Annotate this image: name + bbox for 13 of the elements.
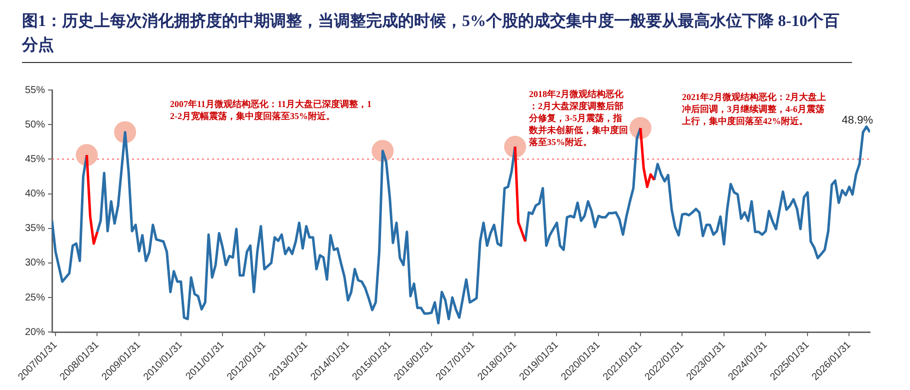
y-tick-label: 25%	[25, 292, 46, 304]
y-tick-label: 35%	[25, 223, 46, 234]
y-tick-label: 20%	[25, 326, 46, 338]
annotation: 2018年2月微观结构恶化：2月大盘深度调整后部分修复，3-5月震荡，指数并未创新低，集中度回落至35%附近。	[528, 88, 628, 147]
chart-title: 图1：历史上每次消化拥挤度的中期调整，当调整完成的时候，5%个股的成交集中度一般要从最高水位下降 8-10个百分点	[22, 10, 852, 63]
y-tick-label: 45%	[25, 154, 46, 165]
y-tick-label: 40%	[25, 188, 46, 200]
annotation: 2007年11月微观结构恶化：11月大盘已深度调整，12-2月宽幅震荡，集中度回落至35%附近。	[170, 98, 372, 121]
y-tick-label: 55%	[25, 84, 46, 96]
y-tick-label: 50%	[25, 119, 46, 130]
annotation: 48.9%	[842, 114, 874, 127]
y-tick-label: 30%	[25, 258, 46, 269]
annotation: 2021年2月微观结构恶化：2月大盘上冲后回调，3月继续调整，4-6月震荡上行，集中度回落至42%附近。	[681, 92, 826, 126]
